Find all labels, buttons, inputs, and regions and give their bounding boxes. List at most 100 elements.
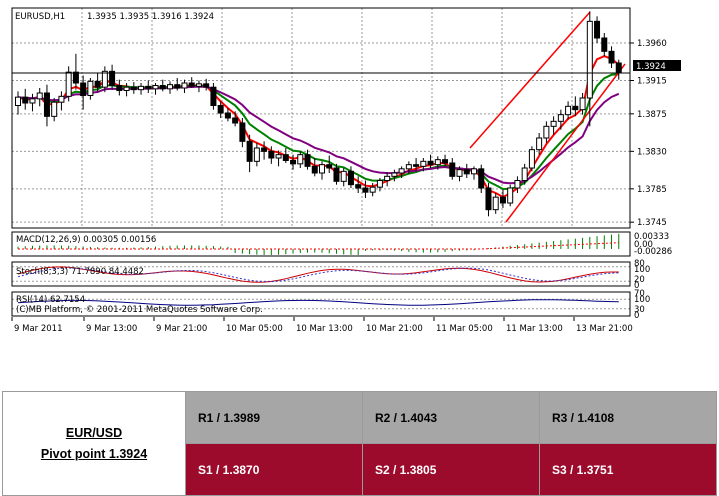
candle-body-15 [123, 86, 130, 91]
candle-body-72 [536, 137, 543, 151]
pivot-table: EUR/USD Pivot point 1.3924 R1 / 1.3989 R… [2, 391, 717, 496]
candle-body-67 [499, 196, 506, 204]
y-tick-label-0: 1.3960 [637, 39, 667, 49]
stoch-signal [17, 267, 619, 283]
candle-body-26 [203, 83, 210, 88]
panel-frame-2 [11, 261, 631, 287]
y-tick-label-1: 1.3915 [637, 77, 667, 87]
candle-body-56 [420, 160, 427, 167]
candle-body-54 [405, 164, 412, 170]
macd-y-label-0: 0.00333 [634, 232, 669, 242]
candle-body-20 [159, 85, 166, 90]
candle-body-10 [87, 80, 94, 97]
x-tick-label-6: 11 Mar 05:00 [436, 324, 493, 334]
candle-body-69 [514, 180, 521, 189]
candle-body-45 [340, 170, 347, 182]
x-tick-label-4: 10 Mar 13:00 [296, 324, 353, 334]
candle-body-34 [261, 147, 268, 152]
candle-body-59 [442, 159, 449, 164]
candle-body-35 [268, 150, 275, 159]
candle-body-30 [232, 117, 239, 124]
chart-ohlc: 1.3935 1.3935 1.3916 1.3924 [87, 12, 214, 22]
macd-y-label-1: 0.00 [634, 240, 653, 250]
x-tick-label-7: 11 Mar 13:00 [506, 324, 563, 334]
candle-body-0 [15, 96, 21, 106]
candle-body-13 [109, 70, 116, 87]
candle-body-66 [492, 196, 499, 211]
candle-body-50 [376, 180, 383, 188]
candlesticks [15, 11, 622, 217]
candle-body-3 [36, 92, 43, 100]
candle-body-74 [550, 120, 557, 127]
support-1: S1 / 1.3870 [185, 443, 363, 496]
candle-body-52 [391, 172, 398, 177]
stoch-label: Stoch(8,3,3) 71.7890 84.4482 [16, 267, 144, 277]
macd-label: MACD(12,26,9) 0.00305 0.00156 [16, 235, 156, 245]
candle-body-83 [615, 62, 622, 74]
candle-body-17 [138, 85, 145, 91]
x-tick-label-0: 9 Mar 2011 [14, 324, 62, 334]
rsi-y-label-0: 70 [634, 289, 645, 299]
panel-frames [11, 7, 631, 317]
support-2: S2 / 1.3805 [362, 443, 540, 496]
macd-y-label-2: -0.00286 [634, 247, 672, 257]
candle-body-42 [319, 164, 325, 174]
panel-frame-1 [11, 231, 631, 257]
candle-body-27 [210, 86, 217, 106]
candle-body-44 [333, 167, 340, 182]
candle-body-12 [101, 70, 108, 88]
rsi-y-label-3: 0 [634, 311, 639, 321]
candle-body-49 [369, 186, 376, 193]
candle-body-6 [58, 95, 65, 103]
candle-body-58 [434, 159, 441, 166]
candle-body-53 [398, 168, 405, 174]
candle-body-24 [188, 82, 195, 87]
resistance-2: R2 / 1.4043 [362, 391, 540, 444]
candle-body-77 [572, 105, 579, 111]
candle-body-23 [181, 82, 188, 89]
candle-body-70 [521, 167, 528, 181]
candle-body-71 [528, 149, 535, 169]
y-tick-label-2: 1.3875 [637, 110, 667, 120]
rsi-label: RSI(14) 62.7154 [16, 295, 85, 305]
rsi-y-label-1: 100 [634, 295, 650, 305]
candle-body-63 [471, 168, 477, 175]
y-tick-label-4: 1.3785 [637, 185, 667, 195]
price-axis: 1.3960 1.3915 1.3875 1.3830 1.3785 1.3745 [630, 39, 667, 228]
candle-body-38 [290, 160, 297, 165]
x-tick-label-2: 9 Mar 21:00 [156, 324, 207, 334]
channel-upper [469, 11, 591, 149]
price-tag-box [633, 60, 681, 71]
stoch-y-label-1: 100 [634, 265, 650, 275]
candle-body-81 [601, 37, 608, 52]
stoch-y-label-2: 20 [634, 275, 645, 285]
candle-body-21 [167, 84, 173, 90]
time-axis: 9 Mar 2011 9 Mar 13:00 9 Mar 21:00 10 Mar 0… [11, 317, 633, 334]
candle-body-80 [594, 20, 601, 39]
candle-body-5 [51, 101, 58, 117]
x-tick-label-1: 9 Mar 13:00 [86, 324, 137, 334]
candle-body-64 [478, 168, 485, 189]
pivot-pair-cell: EUR/USD Pivot point 1.3924 [2, 391, 186, 496]
y-tick-label-3: 1.3830 [637, 147, 667, 157]
candle-body-75 [557, 114, 564, 122]
candle-body-65 [485, 187, 492, 211]
price-tag: 1.3924 [636, 62, 666, 72]
candle-body-79 [586, 20, 593, 99]
candle-body-16 [130, 86, 137, 91]
x-tick-label-8: 13 Mar 21:00 [576, 324, 633, 334]
stoch-main [17, 266, 619, 283]
trend-channel [469, 11, 626, 223]
chart-background [0, 0, 719, 340]
channel-lower [505, 63, 626, 223]
candle-body-4 [43, 92, 50, 117]
candle-body-43 [326, 164, 333, 169]
rsi-line [17, 299, 619, 306]
candle-body-60 [449, 162, 456, 177]
candle-body-55 [413, 164, 420, 167]
candle-body-19 [152, 85, 159, 90]
candle-body-82 [608, 50, 615, 64]
candle-body-18 [145, 85, 152, 90]
